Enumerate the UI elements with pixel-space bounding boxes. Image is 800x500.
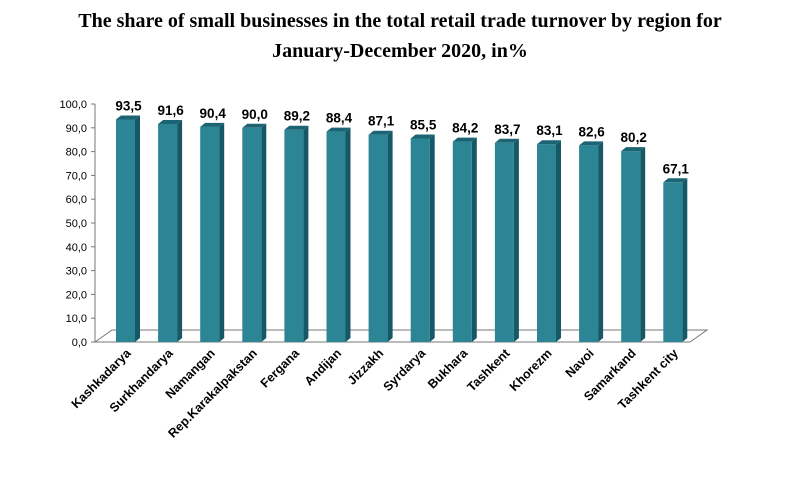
category-label: Jizzakh bbox=[345, 346, 386, 387]
bar-top bbox=[494, 138, 519, 143]
bar-side bbox=[387, 130, 393, 342]
bar-side bbox=[471, 137, 477, 342]
data-label: 80,2 bbox=[621, 130, 647, 145]
bar bbox=[242, 123, 267, 342]
bar-front bbox=[579, 145, 599, 342]
bar-front bbox=[621, 151, 641, 342]
bar-front bbox=[663, 182, 683, 342]
y-axis: 0,0 10,0 20,0 30,0 40,0 50,0 60,0 70,0 80,0 90,0 1… bbox=[59, 99, 96, 349]
bar bbox=[410, 134, 435, 342]
bar-side bbox=[429, 134, 435, 342]
bar-side bbox=[261, 123, 267, 342]
x-axis-categories: KashkadaryaSurkhandaryaNamanganRep.Karak… bbox=[69, 345, 681, 440]
bar-top bbox=[621, 147, 646, 152]
bar-top bbox=[284, 125, 309, 130]
category-label: Andijan bbox=[302, 346, 344, 388]
data-label: 88,4 bbox=[326, 111, 353, 126]
bar-top bbox=[579, 141, 604, 146]
category-label: Khorezm bbox=[507, 346, 555, 394]
bar-side bbox=[177, 119, 183, 342]
category-label: Navoi bbox=[563, 346, 597, 380]
y-tick-label: 30,0 bbox=[66, 266, 87, 278]
bar-side bbox=[345, 127, 351, 342]
bar bbox=[621, 147, 646, 342]
y-tick-label: 20,0 bbox=[66, 289, 87, 301]
data-label: 89,2 bbox=[284, 109, 310, 124]
bar-top bbox=[326, 127, 351, 132]
bar-top bbox=[368, 130, 393, 135]
chart-title: The share of small businesses in the tot… bbox=[0, 6, 800, 66]
bar-front bbox=[284, 129, 304, 342]
bar bbox=[494, 138, 519, 342]
bar-top bbox=[158, 119, 183, 124]
bar-side bbox=[135, 115, 140, 342]
y-tick-label: 40,0 bbox=[66, 242, 87, 254]
bar-front bbox=[116, 119, 135, 342]
data-label: 87,1 bbox=[368, 114, 395, 129]
bar bbox=[537, 140, 561, 342]
bar bbox=[368, 130, 393, 342]
bar bbox=[663, 178, 688, 342]
bar-front bbox=[200, 126, 220, 343]
bar-side bbox=[303, 125, 309, 342]
bar bbox=[326, 127, 351, 342]
bar-front bbox=[494, 142, 514, 342]
bar-side bbox=[513, 138, 519, 342]
bar bbox=[452, 137, 477, 342]
data-label: 84,2 bbox=[452, 121, 478, 136]
y-tick-label: 0,0 bbox=[72, 337, 87, 349]
y-tick-label: 100,0 bbox=[59, 99, 87, 111]
bar-front bbox=[410, 138, 430, 342]
category-label: Fergana bbox=[258, 345, 303, 390]
data-label: 83,7 bbox=[494, 122, 520, 137]
bar-front bbox=[537, 144, 556, 342]
y-tick-label: 60,0 bbox=[66, 194, 87, 206]
y-tick-label: 80,0 bbox=[66, 147, 87, 159]
bar-top bbox=[663, 178, 688, 183]
data-label: 85,5 bbox=[410, 118, 437, 133]
data-label: 90,4 bbox=[200, 106, 227, 121]
data-label: 90,0 bbox=[242, 107, 268, 122]
bar-top bbox=[410, 134, 435, 139]
bar bbox=[284, 125, 309, 342]
chart-floor bbox=[93, 329, 709, 343]
bar-side bbox=[219, 122, 225, 343]
category-label: Syrdarya bbox=[381, 345, 429, 393]
chart-title-line-2: January-December 2020, in% bbox=[272, 40, 528, 62]
data-label: 83,1 bbox=[536, 123, 563, 138]
floor-plane bbox=[93, 329, 709, 343]
y-tick-label: 10,0 bbox=[66, 313, 87, 325]
data-label: 91,6 bbox=[157, 103, 184, 118]
y-tick-label: 50,0 bbox=[66, 218, 87, 230]
y-tick-label: 70,0 bbox=[66, 170, 87, 182]
y-tick-label: 90,0 bbox=[66, 123, 87, 135]
bar-side bbox=[598, 141, 604, 342]
bar-top bbox=[242, 123, 267, 128]
bar-front bbox=[368, 134, 388, 342]
bars bbox=[116, 115, 688, 343]
bar bbox=[116, 115, 140, 342]
bar-side bbox=[640, 147, 646, 342]
bar-front bbox=[158, 123, 178, 342]
data-label: 82,6 bbox=[578, 124, 605, 139]
bar-front bbox=[326, 131, 346, 342]
bar-top bbox=[537, 140, 561, 145]
bar bbox=[200, 122, 225, 343]
bar bbox=[579, 141, 604, 342]
data-labels: 93,5 91,6 90,4 90,0 89,2 88,4 87,1 85,5 84,2 83,7… bbox=[115, 98, 689, 176]
bar-side bbox=[556, 140, 561, 342]
bar-top bbox=[116, 115, 140, 120]
bar-top bbox=[452, 137, 477, 142]
bar-front bbox=[242, 127, 262, 342]
bar-top bbox=[200, 122, 225, 127]
bar-side bbox=[682, 178, 688, 342]
bar bbox=[158, 119, 183, 342]
chart-title-line-1: The share of small businesses in the tot… bbox=[78, 10, 722, 32]
data-label: 67,1 bbox=[663, 161, 690, 176]
bar-front bbox=[452, 141, 472, 342]
data-label: 93,5 bbox=[115, 98, 142, 113]
category-label: Tashkent bbox=[464, 346, 513, 395]
